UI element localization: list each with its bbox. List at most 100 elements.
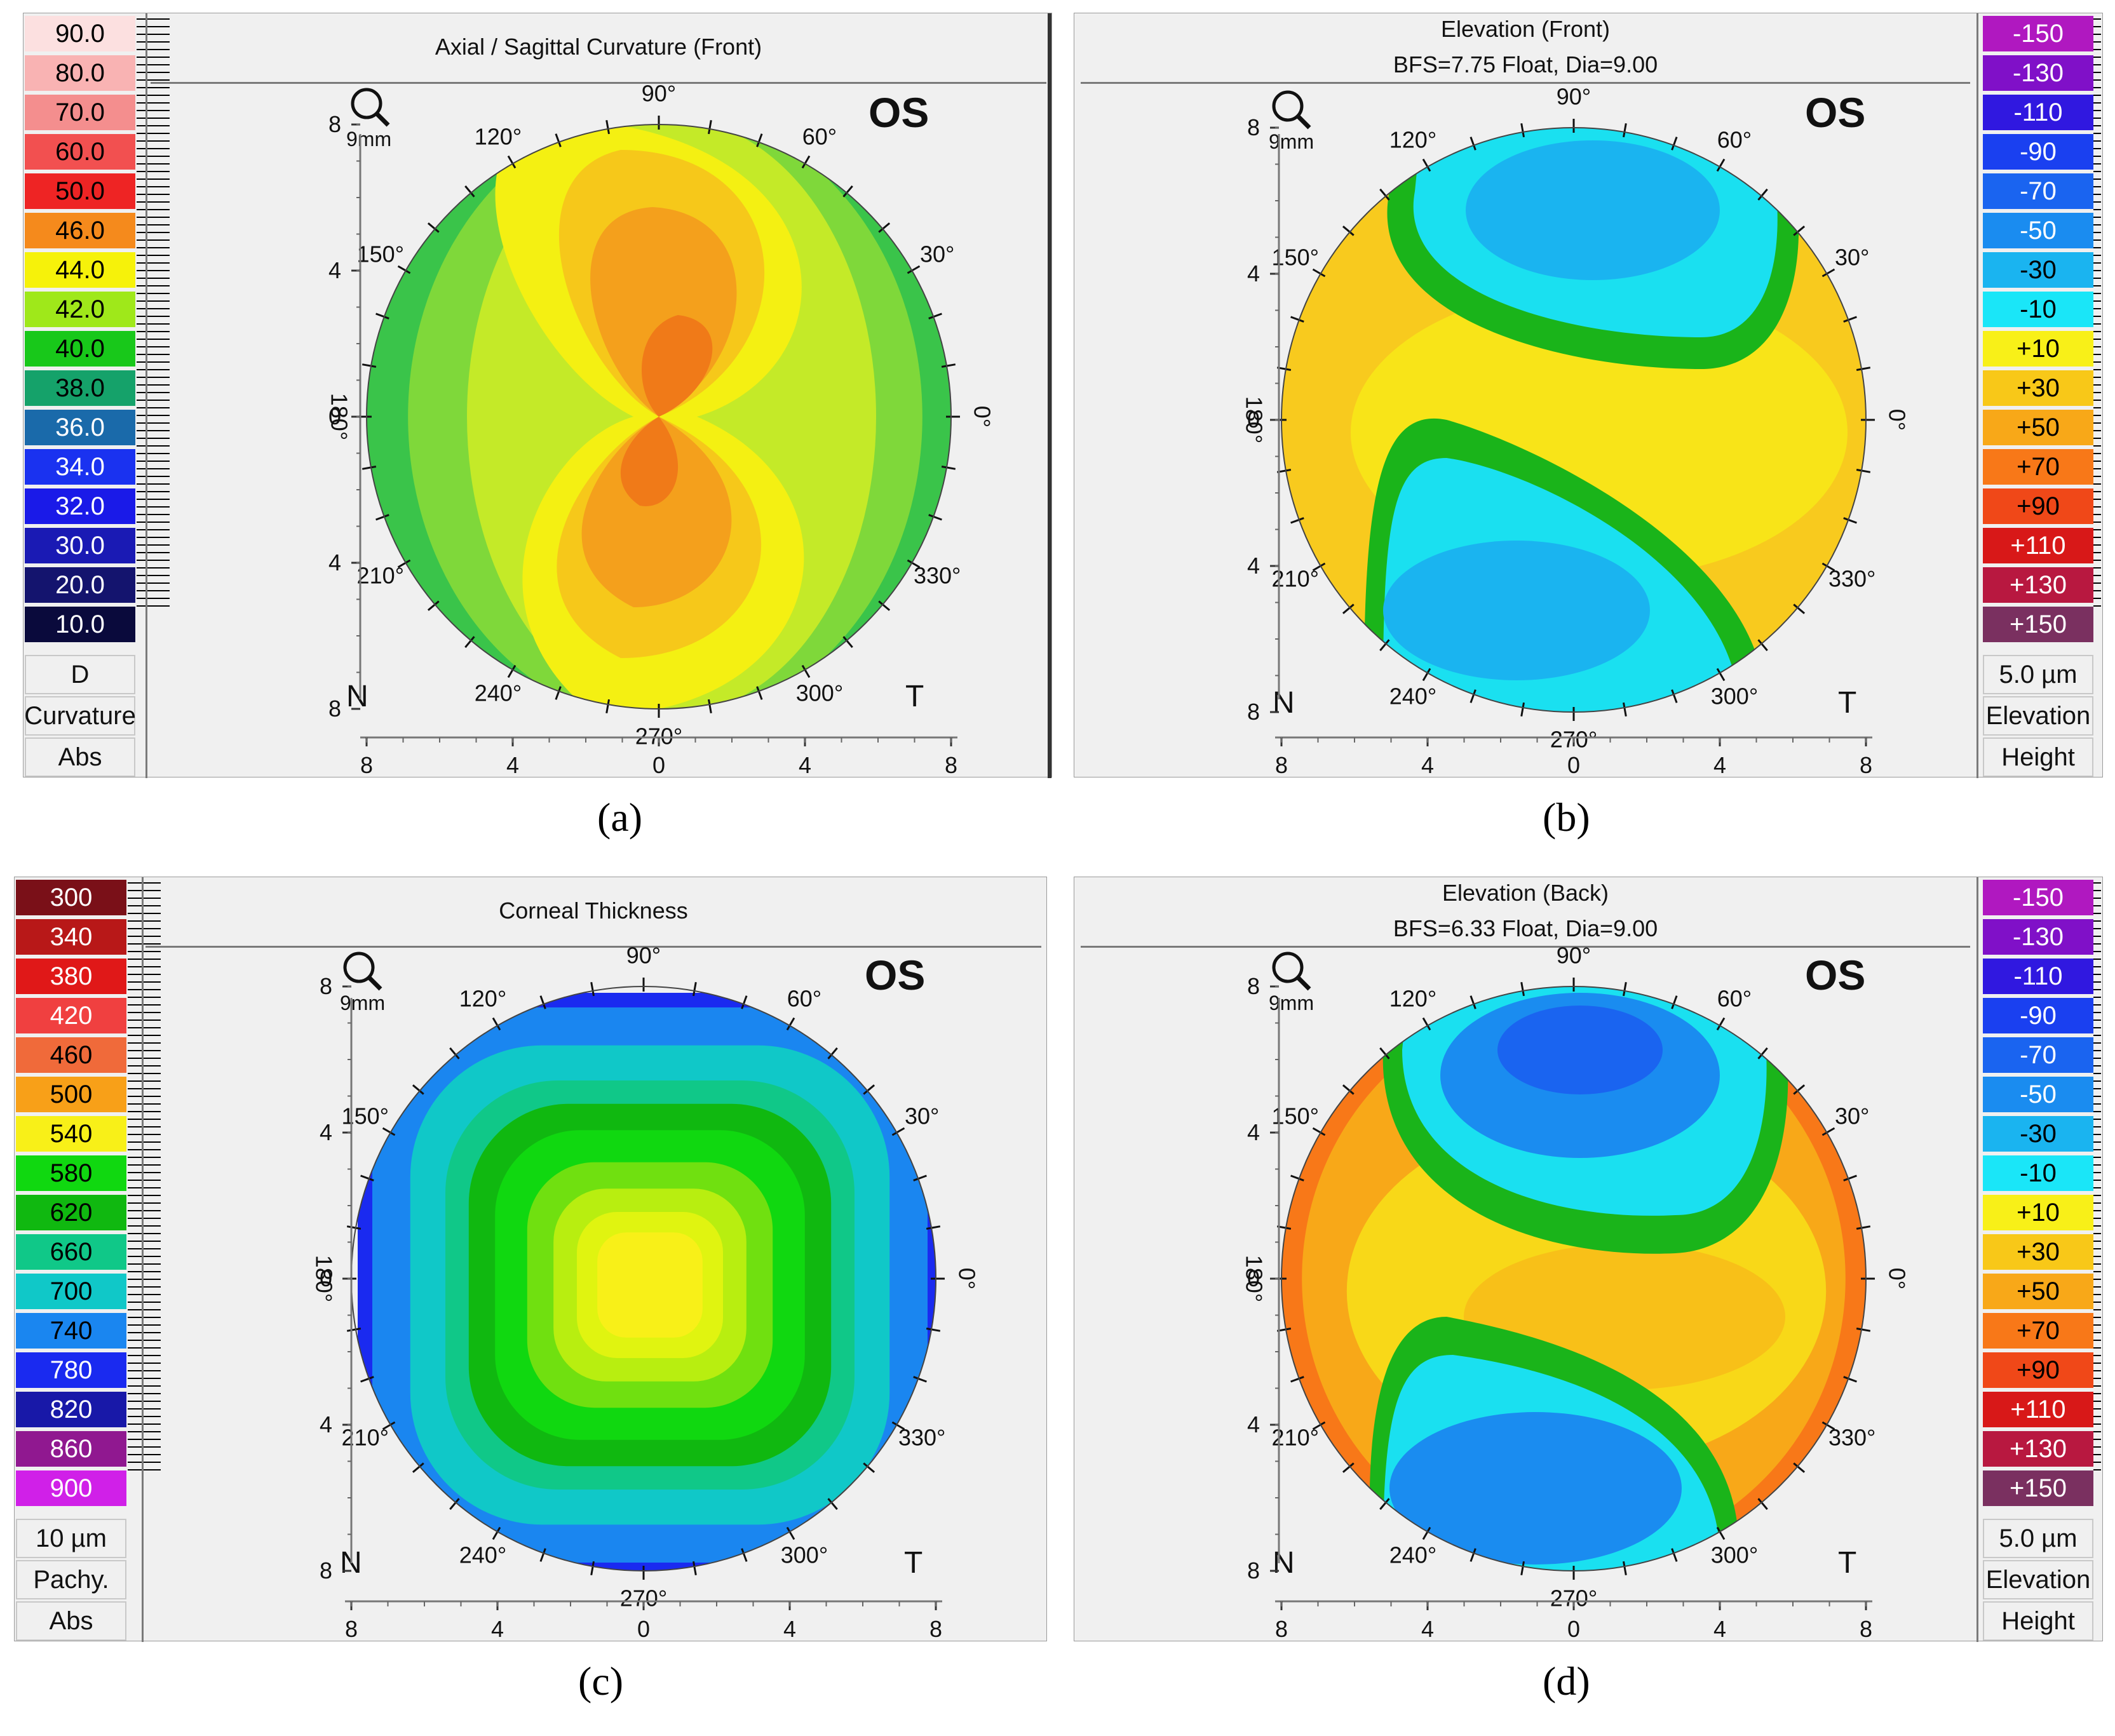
angle-tick — [1290, 1376, 1304, 1383]
zoom-magnifier-icon[interactable] — [339, 947, 389, 998]
zoom-label: 9mm — [1269, 992, 1314, 1014]
scale-swatch: 660 — [16, 1234, 126, 1271]
color-scale-curvature[interactable]: 90.0 80.0 70.0 60.0 50.0 46.0 44.0 42.0 40.0 38.0… — [24, 13, 170, 778]
scale-swatch: -10 — [1983, 1155, 2093, 1192]
y-tick-label: 4 — [328, 549, 341, 575]
angle-tick — [346, 1225, 362, 1230]
scale-swatch: -110 — [1983, 959, 2093, 995]
step-box[interactable]: 5.0 µm — [1983, 655, 2093, 694]
angle-label: 30° — [1835, 1103, 1869, 1129]
scale-swatch: -50 — [1983, 213, 2093, 250]
y-tick-label: 4 — [1247, 1411, 1260, 1437]
angle-tick — [360, 1376, 374, 1383]
scale-swatch: 60.0 — [25, 134, 135, 171]
angle-tick — [1470, 995, 1476, 1009]
caption-c: (c) — [578, 1659, 624, 1704]
angle-tick — [1379, 639, 1390, 652]
scale-mode-box[interactable]: Height — [1983, 1601, 2093, 1641]
step-box[interactable]: 5.0 µm — [1983, 1519, 2093, 1558]
map-type-box[interactable]: Curvature — [24, 696, 136, 736]
angle-label: 90° — [1557, 84, 1591, 110]
scale-swatch: +70 — [1983, 1313, 2093, 1350]
angle-tick — [507, 155, 517, 169]
angle-tick — [375, 514, 389, 521]
color-scale-elevation[interactable]: -150 -130 -110 -90 -70 -50 -30 -10 +10 +30 +50 +70 +… — [1982, 13, 2102, 778]
angle-tick — [449, 1047, 460, 1060]
zoom-magnifier-icon[interactable] — [346, 83, 397, 134]
y-tick-label: 4 — [328, 257, 341, 283]
title-divider — [1081, 946, 1970, 948]
zoom-magnifier-icon[interactable] — [1267, 86, 1318, 137]
zone — [1389, 1412, 1682, 1564]
color-scale-elevation[interactable]: -150 -130 -110 -90 -70 -50 -30 -10 +10 +30 +50 +70 +… — [1982, 877, 2102, 1642]
angle-tick — [1312, 1421, 1326, 1430]
elevation-front-map[interactable]: 90°60°30°0°330°300°270°240°210°180°150°1… — [1193, 77, 1929, 778]
zoom-label: 9mm — [346, 128, 392, 151]
angle-tick — [539, 1548, 546, 1562]
y-tick-label: 0 — [320, 1265, 332, 1291]
y-tick-label: 8 — [320, 973, 332, 999]
angle-tick — [1757, 188, 1768, 201]
scale-swatch: +130 — [1983, 1431, 2093, 1468]
thickness-map[interactable]: 90°60°30°0°330°300°270°240°210°180°150°1… — [256, 941, 993, 1642]
map-boundary — [1281, 986, 1867, 1571]
angle-tick — [1422, 1017, 1431, 1031]
step-box[interactable]: 10 µm — [16, 1519, 126, 1558]
angle-tick — [1290, 1174, 1304, 1181]
scale-swatch: -130 — [1983, 919, 2093, 956]
angle-tick — [1623, 123, 1627, 138]
curvature-map[interactable]: 90°60°30°0°330°300°270°240°210°180°150°1… — [265, 77, 1002, 776]
scale-mode-box[interactable]: Height — [1983, 737, 2093, 777]
x-tick-label: 8 — [1275, 1616, 1288, 1642]
angle-tick — [1520, 702, 1525, 717]
angle-tick — [1342, 1084, 1355, 1095]
panel-corneal-thickness: 300 340 380 420 460 500 540 580 620 660 700 740 780 8… — [14, 877, 1047, 1642]
angle-tick — [1821, 1421, 1835, 1430]
scale-swatch: 90.0 — [25, 16, 135, 53]
scale-swatch: 900 — [16, 1470, 126, 1507]
angle-label: 330° — [1828, 566, 1875, 592]
angle-tick — [708, 699, 712, 714]
angle-tick — [1757, 1047, 1768, 1060]
angle-tick — [786, 1017, 795, 1031]
nasal-label: N — [1273, 686, 1295, 720]
angle-tick — [1422, 158, 1431, 172]
scale-swatch: 80.0 — [25, 55, 135, 92]
x-tick-label: 8 — [945, 752, 957, 776]
zoom-label: 9mm — [340, 992, 386, 1014]
angle-tick — [1671, 995, 1678, 1009]
angle-tick — [362, 363, 377, 368]
zoom-magnifier-icon[interactable] — [1267, 947, 1318, 998]
scale-mode-box[interactable]: Abs — [16, 1601, 126, 1641]
scale-swatch: 50.0 — [25, 173, 135, 210]
angle-tick — [913, 1376, 927, 1383]
angle-tick — [346, 1328, 362, 1332]
angle-tick — [412, 1084, 424, 1095]
map-type-box[interactable]: Pachy. — [16, 1560, 126, 1599]
map-subtitle: BFS=6.33 Float, Dia=9.00 — [1393, 915, 1658, 941]
scale-mode-box[interactable]: Abs — [25, 737, 135, 777]
map-type-box[interactable]: Elevation — [1983, 1560, 2093, 1599]
angle-tick — [1757, 639, 1768, 652]
color-scale-pachymetry[interactable]: 300 340 380 420 460 500 540 580 620 660 700 740 780 8… — [15, 877, 161, 1642]
temporal-label: T — [1838, 1546, 1857, 1580]
elevation-back-map[interactable]: 90°60°30°0°330°300°270°240°210°180°150°1… — [1193, 941, 1929, 1642]
temporal-label: T — [905, 680, 924, 713]
unit-box[interactable]: D — [25, 655, 135, 694]
angle-tick — [756, 686, 763, 700]
map-title: Elevation (Back) — [1442, 880, 1609, 906]
temporal-label: T — [1838, 686, 1857, 720]
angle-tick — [464, 185, 475, 198]
angle-label: 120° — [475, 123, 522, 149]
angle-tick — [1312, 1127, 1326, 1136]
angle-tick — [362, 466, 377, 470]
angle-tick — [693, 981, 697, 997]
angle-tick — [464, 636, 475, 649]
angle-tick — [863, 1462, 875, 1473]
divider — [1976, 877, 1978, 1642]
y-tick-label: 4 — [1247, 1119, 1260, 1145]
angle-label: 150° — [357, 241, 404, 267]
map-type-box[interactable]: Elevation — [1983, 696, 2093, 736]
eye-label: OS — [865, 952, 926, 999]
title-divider — [1081, 82, 1970, 84]
